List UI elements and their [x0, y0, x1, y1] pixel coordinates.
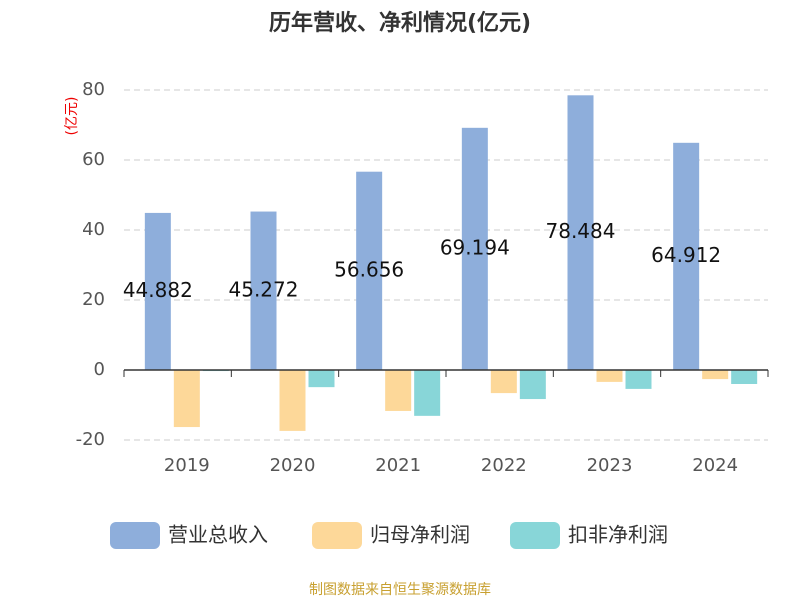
bar: [356, 171, 383, 370]
data-label: 78.484: [546, 219, 616, 243]
bar: [144, 212, 171, 370]
data-label: 69.194: [440, 235, 510, 259]
bar: [596, 370, 623, 382]
y-tick-label: 20: [82, 289, 105, 310]
x-tick-label: 2024: [692, 455, 738, 476]
x-tick-label: 2021: [375, 455, 421, 476]
source-note: 制图数据来自恒生聚源数据库: [309, 582, 491, 598]
bar: [173, 370, 200, 428]
data-label: 64.912: [651, 243, 721, 267]
legend-label: 扣非净利润: [568, 523, 668, 547]
legend-swatch: [510, 522, 560, 549]
bar: [567, 95, 594, 370]
chart-title: 历年营收、净利情况(亿元): [269, 10, 531, 36]
bar: [490, 370, 517, 394]
legend-swatch: [312, 522, 362, 549]
y-tick-label: 60: [82, 149, 105, 170]
bar: [702, 370, 729, 380]
legend-label: 营业总收入: [168, 523, 268, 547]
x-tick-label: 2023: [587, 455, 633, 476]
bar: [279, 370, 306, 431]
bar: [519, 370, 546, 400]
bar: [385, 370, 412, 411]
x-tick-label: 2022: [481, 455, 527, 476]
y-tick-label: 0: [94, 359, 105, 380]
bar: [673, 142, 700, 370]
y-tick-label: 80: [82, 79, 105, 100]
legend-label: 归母净利润: [370, 523, 470, 547]
data-label: 44.882: [123, 278, 193, 302]
y-tick-label: 40: [82, 219, 105, 240]
bar: [250, 211, 277, 370]
x-tick-label: 2019: [164, 455, 210, 476]
x-tick-label: 2020: [270, 455, 316, 476]
bar: [731, 370, 758, 384]
bar: [625, 370, 652, 389]
y-tick-label: -20: [76, 429, 105, 450]
legend-swatch: [110, 522, 160, 549]
bar: [414, 370, 441, 416]
bar: [308, 370, 335, 388]
data-label: 56.656: [334, 257, 404, 281]
bar: [461, 127, 488, 370]
y-unit: (亿元): [64, 97, 80, 136]
data-label: 45.272: [229, 277, 299, 301]
